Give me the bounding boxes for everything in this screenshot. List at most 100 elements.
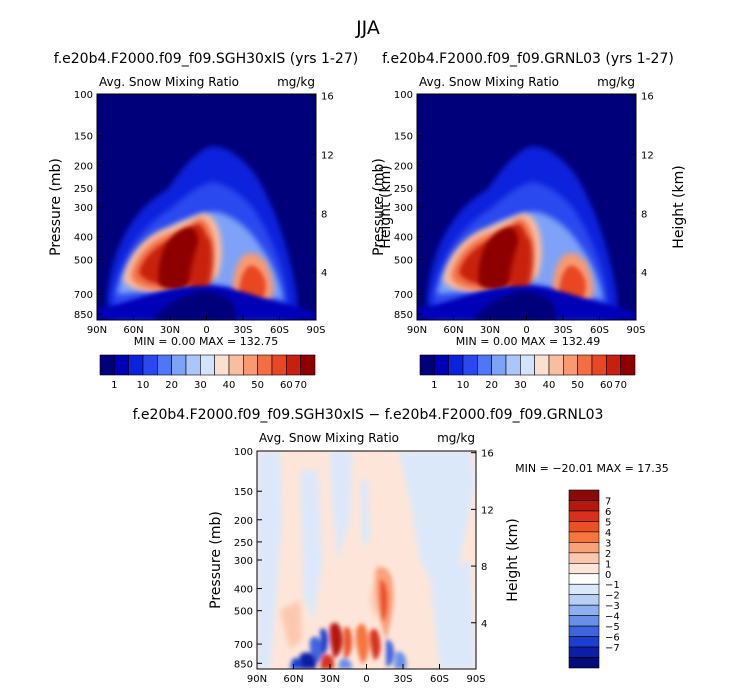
x-tick-label: 90S [306,325,325,336]
colorbar-label: 10 [457,380,470,391]
colorbar-swatch [620,354,636,376]
colorbar-label: 70 [294,380,307,391]
colorbar-swatch [568,510,600,522]
colorbar-swatch [568,531,600,543]
colorbar-swatch [568,604,600,616]
y-right-tick-label: 8 [481,562,487,573]
colorbar-swatch [568,583,600,596]
colorbar-swatch [257,354,273,376]
colorbar-label: 30 [194,380,207,391]
y-tick-label: 250 [74,184,93,195]
y-right-tick-label: 8 [641,209,647,220]
colorbar-label: −7 [605,643,620,654]
y-axis-label: Pressure (mb) [208,511,224,609]
x-tick-label: 90S [626,325,645,336]
y-tick-label: 400 [234,585,253,596]
colorbar-swatch [568,657,600,669]
colorbar-label: 40 [223,380,236,391]
y-axis-right-label: Height (km) [378,165,394,248]
panel-left: f.e20b4.F2000.f09_f09.SGH30xIS (yrs 1-27… [48,51,394,391]
colorbar-swatch [128,354,144,376]
colorbar-swatch [606,354,621,376]
colorbar-swatch [577,354,593,376]
x-tick-label: 0 [203,325,209,336]
colorbar-swatch [568,646,600,658]
y-tick-label: 150 [74,132,93,143]
colorbar-swatch [419,354,435,376]
colorbar-swatch [114,354,129,376]
colorbar-swatch [214,354,230,376]
y-tick-label: 850 [394,310,413,321]
colorbar-swatch [142,354,158,376]
colorbar-swatch [568,521,600,533]
colorbar-swatch [243,354,258,376]
panel-subtitle-left: Avg. Snow Mixing Ratio [419,75,559,89]
y-right-tick-label: 16 [321,92,334,103]
colorbar-label: 40 [543,380,556,391]
colorbar-label: 50 [571,380,584,391]
y-right-tick-label: 8 [321,209,327,220]
y-tick-label: 100 [394,90,413,101]
y-tick-label: 500 [234,607,253,618]
colorbar-label: 10 [137,380,150,391]
colorbar-swatch [271,354,287,376]
panel-right: f.e20b4.F2000.f09_f09.GRNL03 (yrs 1-27) … [371,51,687,391]
colorbar-swatch [548,354,564,376]
colorbar-swatch [448,354,464,376]
y-tick-label: 150 [394,132,413,143]
y-tick-label: 500 [394,256,413,267]
y-tick-label: 300 [234,556,253,567]
colorbar-swatch [568,500,600,512]
x-tick-label: 90N [407,325,427,336]
panel-units: mg/kg [277,75,315,89]
y-tick-label: 700 [234,640,253,651]
colorbar-swatch [534,354,550,376]
colorbar-swatch [568,625,600,637]
colorbar-swatch [568,636,600,648]
y-tick-label: 850 [234,659,253,670]
colorbar-swatch [568,573,600,585]
x-tick-label: 30N [160,325,180,336]
colorbar-swatch [185,354,201,376]
colorbar-label: −4 [605,612,620,623]
colorbar-swatch [568,542,600,554]
panel-title: f.e20b4.F2000.f09_f09.SGH30xIS (yrs 1-27… [54,51,358,67]
x-tick-label: 90S [466,674,485,685]
colorbar-swatch [568,615,600,627]
y-tick-label: 250 [234,538,253,549]
y-tick-label: 200 [394,161,413,172]
y-right-tick-label: 12 [481,505,494,516]
panel-difference: f.e20b4.F2000.f09_f09.SGH30xIS − f.e20b4… [133,407,669,685]
y-tick-label: 250 [394,184,413,195]
heatmap-field [257,451,476,669]
y-tick-label: 200 [234,516,253,527]
colorbar-swatch [491,354,507,376]
y-axis-label: Pressure (mb) [371,158,387,256]
colorbar-swatch [99,354,115,376]
colorbar-swatch [520,354,535,376]
panel-title: f.e20b4.F2000.f09_f09.SGH30xIS − f.e20b4… [133,407,604,423]
colorbar-label: 60 [600,380,613,391]
x-tick-label: 0 [523,325,529,336]
colorbar-swatch [477,354,492,376]
y-tick-label: 100 [234,447,253,458]
heatmap-field [417,94,636,320]
y-tick-label: 700 [394,290,413,301]
x-tick-label: 60S [270,325,289,336]
x-tick-label: 60S [590,325,609,336]
x-tick-label: 60N [283,674,303,685]
y-tick-label: 850 [74,310,93,321]
colorbar-label: 2 [605,549,611,560]
x-tick-label: 60N [123,325,143,336]
colorbar-label: 5 [605,517,611,528]
y-axis-label: Pressure (mb) [48,158,64,256]
colorbar-swatch [200,354,215,376]
colorbar-label: 1 [111,380,117,391]
y-tick-label: 200 [74,161,93,172]
panel-stats: MIN = 0.00 MAX = 132.49 [456,335,600,348]
y-tick-label: 400 [74,233,93,244]
colorbar: 1 10 20 30 40 50 60 70 [419,354,636,391]
colorbar-label: 4 [605,528,611,539]
colorbar-swatch [286,354,301,376]
